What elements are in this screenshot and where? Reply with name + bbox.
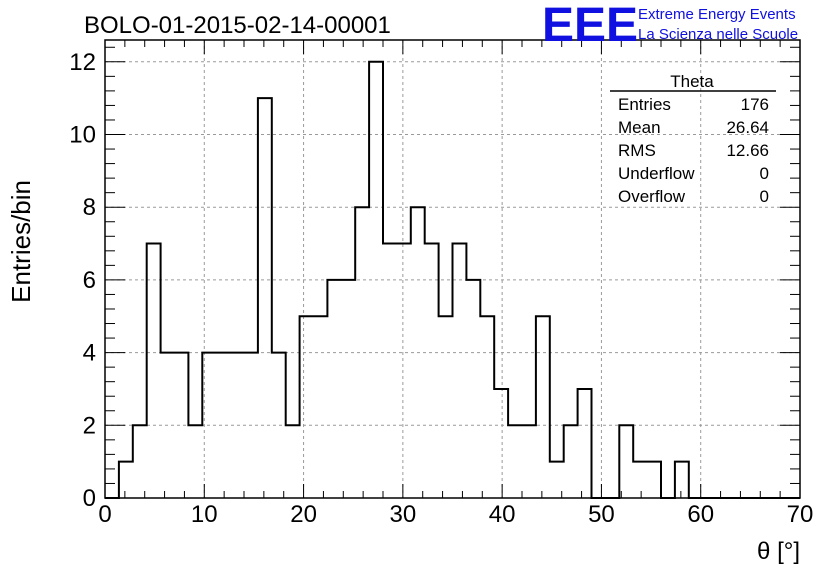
stats-box: Theta Entries 176 Mean 26.64 RMS 12.66 Underfl…: [610, 72, 776, 206]
x-tick-label: 20: [290, 501, 317, 528]
y-tick-label: 10: [69, 122, 96, 149]
x-tick-labels: 0 10 20 30 40 50 60 70: [98, 501, 813, 528]
stats-label: Underflow: [618, 164, 695, 183]
stats-value: 12.66: [726, 141, 769, 160]
stats-label: Entries: [618, 95, 671, 114]
eee-logo: EEE Extreme Energy Events La Scienza nel…: [542, 0, 798, 52]
y-axis-label: Entries/bin: [6, 180, 36, 303]
stats-value: 176: [741, 95, 769, 114]
x-tick-label: 70: [787, 501, 814, 528]
stats-label: Mean: [618, 118, 661, 137]
y-tick-labels: 0 2 4 6 8 10 12: [69, 49, 96, 512]
y-tick-label: 12: [69, 49, 96, 76]
stats-value: 26.64: [726, 118, 769, 137]
logo-mark: EEE: [542, 0, 638, 52]
x-tick-label: 10: [191, 501, 218, 528]
x-axis-label: θ [°]: [757, 538, 800, 565]
y-tick-label: 6: [83, 267, 96, 294]
stats-value: 0: [760, 164, 769, 183]
stats-value: 0: [760, 187, 769, 206]
plot-frame: [104, 39, 801, 499]
stats-label: Overflow: [618, 187, 686, 206]
x-tick-label: 30: [390, 501, 417, 528]
histogram-line: [105, 60, 800, 499]
chart-title: BOLO-01-2015-02-14-00001: [84, 12, 391, 39]
stats-label: RMS: [618, 141, 656, 160]
y-tick-label: 8: [83, 194, 96, 221]
y-tick-label: 4: [83, 340, 96, 367]
logo-line-1: Extreme Energy Events: [638, 6, 796, 23]
y-tick-label: 0: [83, 485, 96, 512]
logo-line-2: La Scienza nelle Scuole: [638, 26, 798, 43]
x-tick-label: 50: [588, 501, 615, 528]
stats-rows: Entries 176 Mean 26.64 RMS 12.66 Underflow 0 Ove…: [618, 95, 769, 206]
x-tick-label: 0: [98, 501, 111, 528]
x-tick-label: 40: [489, 501, 516, 528]
y-tick-label: 2: [83, 412, 96, 439]
stats-title: Theta: [670, 72, 714, 91]
axis-ticks: [104, 40, 801, 499]
x-tick-label: 60: [687, 501, 714, 528]
